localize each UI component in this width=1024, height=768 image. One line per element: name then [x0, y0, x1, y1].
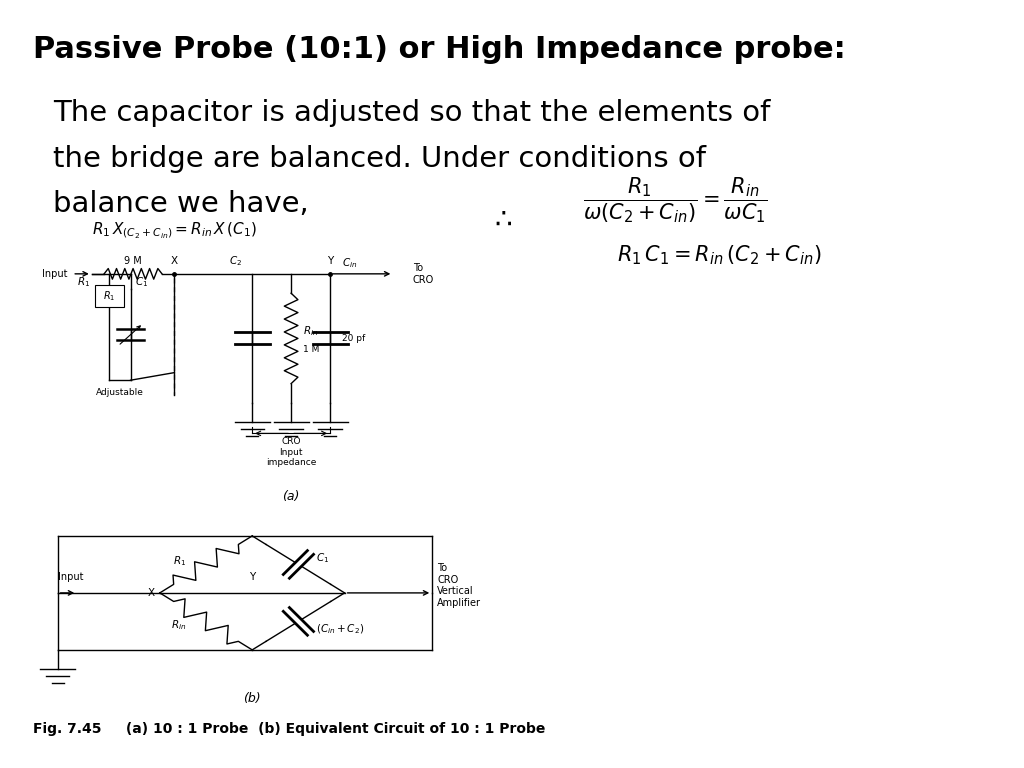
Text: X: X — [171, 257, 178, 266]
Text: $R_{in}$: $R_{in}$ — [171, 618, 186, 632]
Text: $\therefore$: $\therefore$ — [488, 206, 512, 233]
Text: $C_1$: $C_1$ — [135, 276, 148, 290]
Text: $\dfrac{R_1}{\omega(C_2+C_{in})}=\dfrac{R_{in}}{\omega C_1}$: $\dfrac{R_1}{\omega(C_2+C_{in})}=\dfrac{… — [583, 175, 767, 225]
Text: $R_1$: $R_1$ — [77, 276, 90, 290]
Text: $(C_{in}+C_2)$: $(C_{in}+C_2)$ — [316, 622, 365, 636]
Text: CRO
Input
impedance: CRO Input impedance — [266, 437, 316, 467]
Text: 1 M: 1 M — [303, 346, 319, 354]
Text: Y: Y — [249, 571, 255, 581]
Text: Input: Input — [42, 269, 68, 279]
Text: $R_1\,X_{(C_2+C_{in})}=R_{in}\,X\,(C_1)$: $R_1\,X_{(C_2+C_{in})}=R_{in}\,X\,(C_1)$ — [92, 220, 257, 241]
Text: Fig. 7.45     (a) 10 : 1 Probe  (b) Equivalent Circuit of 10 : 1 Probe: Fig. 7.45 (a) 10 : 1 Probe (b) Equivalen… — [34, 722, 546, 736]
Bar — [94, 285, 124, 306]
Text: $C_1$: $C_1$ — [316, 551, 329, 565]
Text: $R_{in}$: $R_{in}$ — [303, 324, 318, 338]
Text: (a): (a) — [283, 490, 300, 503]
Text: The capacitor is adjusted so that the elements of: The capacitor is adjusted so that the el… — [53, 99, 770, 127]
Text: Passive Probe (10:1) or High Impedance probe:: Passive Probe (10:1) or High Impedance p… — [34, 35, 846, 64]
Text: $C_{in}$: $C_{in}$ — [342, 257, 357, 270]
Text: balance we have,: balance we have, — [53, 190, 308, 218]
Text: $R_1$: $R_1$ — [103, 289, 116, 303]
Text: $R_1$: $R_1$ — [173, 554, 186, 568]
Text: $C_2$: $C_2$ — [229, 254, 243, 268]
Text: the bridge are balanced. Under conditions of: the bridge are balanced. Under condition… — [53, 144, 706, 173]
Text: Adjustable: Adjustable — [96, 388, 143, 397]
Text: $R_1\,C_1=R_{in}\,(C_2+C_{in})$: $R_1\,C_1=R_{in}\,(C_2+C_{in})$ — [617, 243, 822, 267]
Text: Input: Input — [57, 571, 83, 581]
Text: To
CRO: To CRO — [413, 263, 434, 285]
Text: (b): (b) — [244, 692, 261, 705]
Text: Y: Y — [327, 257, 333, 266]
Text: X: X — [147, 588, 155, 598]
Text: 9 M: 9 M — [124, 257, 142, 266]
Text: 20 pf: 20 pf — [342, 334, 365, 343]
Text: To
CRO
Vertical
Amplifier: To CRO Vertical Amplifier — [437, 563, 481, 607]
